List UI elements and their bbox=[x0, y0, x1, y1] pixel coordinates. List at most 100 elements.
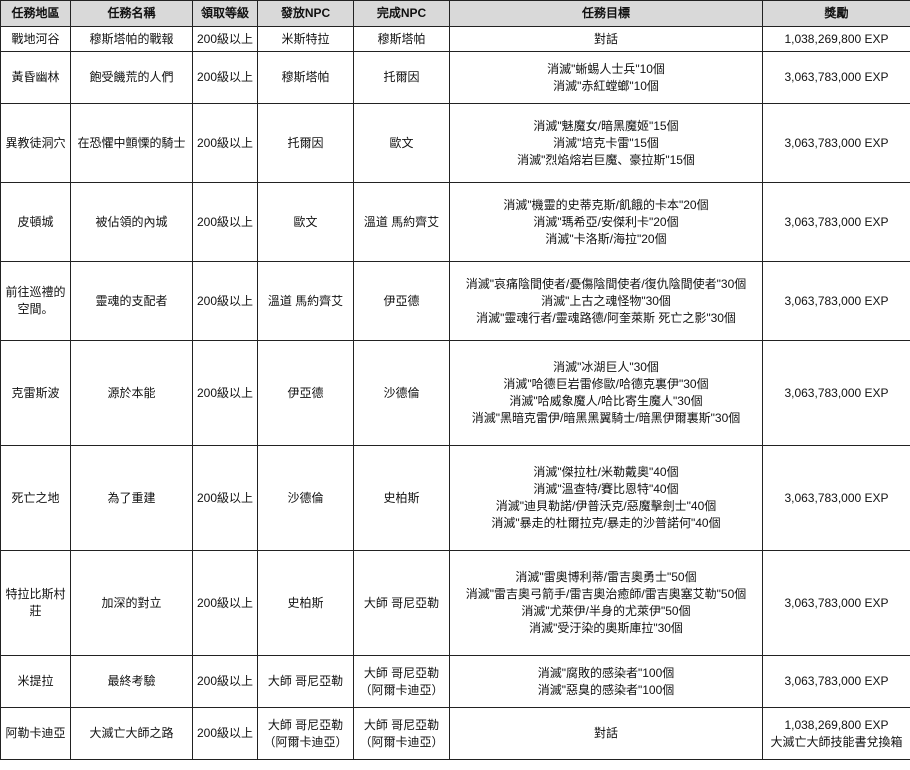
giver-npc-cell-line: 米斯特拉 bbox=[281, 31, 330, 46]
giver-npc-cell-line: （阿爾卡迪亞） bbox=[263, 734, 348, 749]
objectives-cell-line: 消滅"機靈的史蒂克斯/飢餓的卡本"20個 bbox=[503, 197, 709, 212]
finisher-npc-cell-line: （阿爾卡迪亞） bbox=[359, 682, 444, 697]
region-cell-line: 克雷斯波 bbox=[11, 385, 60, 400]
finisher-npc-cell-line: （阿爾卡迪亞） bbox=[359, 734, 444, 749]
reward-cell: 3,063,783,000 EXP bbox=[762, 182, 910, 262]
giver-npc-cell-line: 史柏斯 bbox=[287, 595, 324, 610]
level-cell: 200級以上 bbox=[192, 655, 258, 708]
quest-name-cell: 大滅亡大師之路 bbox=[70, 707, 193, 760]
region-cell-line: 前往巡禮的 bbox=[5, 285, 66, 299]
giver-npc-cell: 米斯特拉 bbox=[257, 26, 354, 52]
objectives-cell: 消滅"蜥蜴人士兵"10個 消滅"赤紅螳螂"10個 bbox=[449, 51, 763, 104]
objectives-cell-line: 消滅"雷吉奧弓箭手/雷吉奧治癒師/雷吉奧塞艾勒"50個 bbox=[465, 587, 747, 601]
reward-cell: 3,063,783,000 EXP bbox=[762, 655, 910, 708]
level-cell: 200級以上 bbox=[192, 445, 258, 551]
objectives-cell-line: 消滅"上古之魂怪物"30個 bbox=[541, 293, 671, 308]
objectives-cell-line: 對話 bbox=[593, 31, 618, 46]
region-cell: 克雷斯波 bbox=[0, 340, 71, 446]
objectives-cell-line: 消滅"哈德巨岩雷修歐/哈德克裏伊"30個 bbox=[503, 377, 709, 391]
reward-cell: 3,063,783,000 EXP bbox=[762, 340, 910, 446]
table-row: 黃昏幽林 飽受饑荒的人們 200級以上 穆斯塔帕 托爾因 消滅"蜥蜴人士兵"10個 消滅"赤… bbox=[0, 51, 910, 104]
region-cell: 死亡之地 bbox=[0, 445, 71, 551]
objectives-cell: 消滅"哀痛陰間使者/憂傷陰間使者/復仇陰間使者"30個 消滅"上古之魂怪物"30個… bbox=[449, 261, 763, 341]
quest-name-cell: 穆斯塔帕的戰報 bbox=[70, 26, 193, 52]
reward-cell-line: 3,063,783,000 EXP bbox=[784, 674, 889, 688]
quest-name-cell: 最終考驗 bbox=[70, 655, 193, 708]
finisher-npc-cell-line: 沙德倫 bbox=[383, 385, 420, 400]
region-cell-line: 莊 bbox=[29, 604, 42, 618]
finisher-npc-cell: 沙德倫 bbox=[353, 340, 450, 446]
giver-npc-cell: 伊亞德 bbox=[257, 340, 354, 446]
region-cell-line: 戰地河谷 bbox=[11, 31, 60, 46]
table-row: 皮頓城 被佔領的內城 200級以上 歐文 溫道 馬約齊艾 消滅"機靈的史蒂克斯/飢餓的卡本… bbox=[0, 182, 910, 262]
level-cell-line: 200級以上 bbox=[196, 31, 254, 46]
level-cell: 200級以上 bbox=[192, 51, 258, 104]
reward-cell-line: 3,063,783,000 EXP bbox=[784, 595, 889, 610]
region-cell: 阿勒卡迪亞 bbox=[0, 707, 71, 760]
giver-npc-cell-line: 托爾因 bbox=[287, 135, 324, 150]
region-cell: 黃昏幽林 bbox=[0, 51, 71, 104]
objectives-cell-line: 對話 bbox=[593, 726, 618, 740]
reward-cell: 3,063,783,000 EXP bbox=[762, 261, 910, 341]
level-cell-line: 200級以上 bbox=[196, 674, 254, 688]
region-cell: 戰地河谷 bbox=[0, 26, 71, 52]
objectives-cell: 消滅"機靈的史蒂克斯/飢餓的卡本"20個 消滅"瑪希亞/安傑利卡"20個 消滅"卡洛… bbox=[449, 182, 763, 262]
objectives-cell-line: 消滅"哈威象魔人/哈比寄生魔人"30個 bbox=[509, 394, 703, 408]
reward-cell-line: 3,063,783,000 EXP bbox=[784, 70, 889, 84]
objectives-cell-line: 消滅"溫查特/賽比恩特"40個 bbox=[533, 482, 679, 496]
level-cell-line: 200級以上 bbox=[196, 214, 254, 229]
level-cell-line: 200級以上 bbox=[196, 70, 254, 84]
finisher-npc-cell: 史柏斯 bbox=[353, 445, 450, 551]
finisher-npc-cell-line: 伊亞德 bbox=[383, 293, 420, 308]
objectives-cell: 消滅"雷奧博利蒂/雷吉奧勇士"50個 消滅"雷吉奧弓箭手/雷吉奧治癒師/雷吉奧塞艾… bbox=[449, 550, 763, 656]
header-finisher-npc: 完成NPC bbox=[353, 0, 450, 27]
level-cell: 200級以上 bbox=[192, 340, 258, 446]
finisher-npc-cell: 大師 哥尼亞勒 （阿爾卡迪亞） bbox=[353, 707, 450, 760]
header-quest-name: 任務名稱 bbox=[70, 0, 193, 27]
quest-name-cell-line: 源於本能 bbox=[107, 385, 156, 400]
region-cell-line: 死亡之地 bbox=[11, 490, 60, 505]
giver-npc-cell: 大師 哥尼亞勒 bbox=[257, 655, 354, 708]
finisher-npc-cell: 大師 哥尼亞勒 bbox=[353, 550, 450, 656]
reward-cell-line: 1,038,269,800 EXP bbox=[784, 31, 889, 46]
region-cell-line: 米提拉 bbox=[17, 674, 54, 688]
finisher-npc-cell: 歐文 bbox=[353, 103, 450, 183]
region-cell: 前往巡禮的 空間。 bbox=[0, 261, 71, 341]
table-row: 米提拉 最終考驗 200級以上 大師 哥尼亞勒 大師 哥尼亞勒 （阿爾卡迪亞） 消滅"腐敗的… bbox=[0, 655, 910, 708]
region-cell-line: 空間。 bbox=[17, 302, 54, 316]
finisher-npc-cell-line: 史柏斯 bbox=[383, 490, 420, 505]
giver-npc-cell-line: 大師 哥尼亞勒 bbox=[267, 674, 344, 688]
region-cell: 米提拉 bbox=[0, 655, 71, 708]
objectives-cell-line: 消滅"烈焰熔岩巨魔、豪拉斯"15個 bbox=[517, 152, 695, 167]
finisher-npc-cell: 穆斯塔帕 bbox=[353, 26, 450, 52]
table-row: 死亡之地 為了重建 200級以上 沙德倫 史柏斯 消滅"傑拉杜/米勒戴奧"40個 消滅"溫查… bbox=[0, 445, 910, 551]
giver-npc-cell-line: 溫道 馬約齊艾 bbox=[267, 293, 344, 308]
level-cell: 200級以上 bbox=[192, 550, 258, 656]
giver-npc-cell-line: 大師 哥尼亞勒 bbox=[267, 717, 344, 732]
finisher-npc-cell-line: 溫道 馬約齊艾 bbox=[363, 214, 440, 229]
finisher-npc-cell-line: 大師 哥尼亞勒 bbox=[363, 717, 440, 732]
giver-npc-cell-line: 伊亞德 bbox=[287, 385, 324, 400]
table-row: 克雷斯波 源於本能 200級以上 伊亞德 沙德倫 消滅"冰湖巨人"30個 消滅"哈德巨岩雷修… bbox=[0, 340, 910, 446]
objectives-cell-line: 消滅"暴走的杜爾拉克/暴走的沙普諾何"40個 bbox=[491, 516, 721, 530]
reward-cell-line: 大滅亡大師技能書兌換箱 bbox=[770, 734, 903, 749]
finisher-npc-cell-line: 歐文 bbox=[389, 135, 414, 150]
table-row: 特拉比斯村莊 加深的對立 200級以上 史柏斯 大師 哥尼亞勒 消滅"雷奧博利蒂/雷吉奧勇… bbox=[0, 550, 910, 656]
level-cell-line: 200級以上 bbox=[196, 293, 254, 308]
quest-name-cell: 為了重建 bbox=[70, 445, 193, 551]
objectives-cell-line: 消滅"赤紅螳螂"10個 bbox=[553, 78, 659, 93]
quest-name-cell-line: 加深的對立 bbox=[101, 595, 162, 610]
objectives-cell-line: 消滅"卡洛斯/海拉"20個 bbox=[545, 231, 667, 246]
quest-name-cell-line: 靈魂的支配者 bbox=[95, 293, 168, 308]
giver-npc-cell: 歐文 bbox=[257, 182, 354, 262]
giver-npc-cell: 托爾因 bbox=[257, 103, 354, 183]
level-cell: 200級以上 bbox=[192, 26, 258, 52]
objectives-cell-line: 消滅"魅魔女/暗黑魔姬"15個 bbox=[533, 118, 679, 133]
giver-npc-cell: 大師 哥尼亞勒 （阿爾卡迪亞） bbox=[257, 707, 354, 760]
objectives-cell-line: 消滅"尤萊伊/半身的尤萊伊"50個 bbox=[521, 604, 691, 618]
region-cell-line: 特拉比斯村 bbox=[5, 587, 66, 601]
region-cell-line: 黃昏幽林 bbox=[11, 70, 60, 84]
objectives-cell-line: 消滅"受汙染的奧斯庫拉"30個 bbox=[529, 621, 683, 635]
header-giver-npc: 發放NPC bbox=[257, 0, 354, 27]
